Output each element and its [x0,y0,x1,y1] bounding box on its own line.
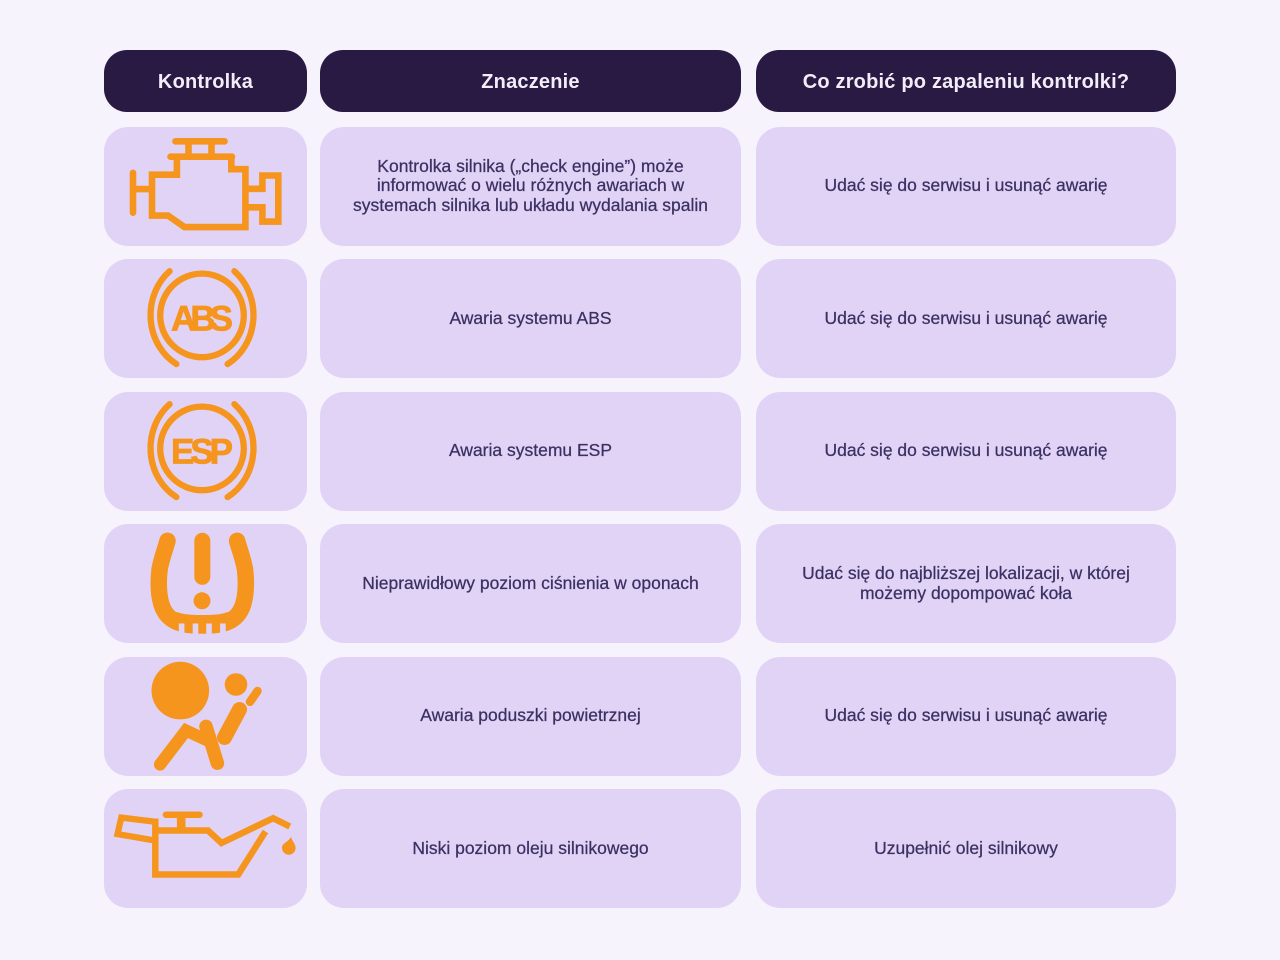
svg-text:ABS: ABS [171,299,233,338]
svg-text:ESP: ESP [171,432,233,471]
